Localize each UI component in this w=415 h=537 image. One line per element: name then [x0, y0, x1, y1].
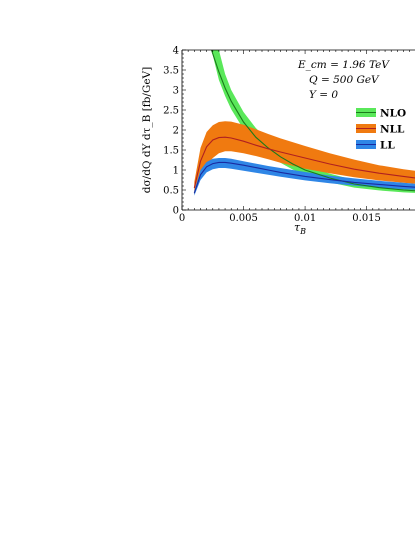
- legend-label-nll: NLL: [380, 124, 405, 136]
- x-tick-label: 0: [179, 213, 185, 224]
- y-axis: 0 0.5 1 1.5 2 2.5 3 3.5 4: [163, 46, 186, 217]
- annotation: E_cm = 1.96 TeV: [297, 59, 390, 71]
- legend-label-nlo: NLO: [380, 108, 406, 120]
- y-tick-label: 3: [173, 86, 179, 97]
- y-tick-label: 2: [173, 126, 179, 137]
- line-nlo: [210, 50, 415, 192]
- y-tick-label: 2.5: [163, 106, 179, 117]
- x-tick-label: 0.005: [229, 213, 258, 224]
- lines-layer: [193, 50, 415, 194]
- y-axis-label: dσ/dQ dY dτ_B [fb/GeV]: [141, 67, 153, 193]
- annotation: Y = 0: [309, 89, 338, 101]
- line-nll: [193, 136, 415, 189]
- legend: NLO NLL LL: [356, 108, 406, 152]
- x-tick-label: 0.01: [294, 213, 316, 224]
- y-tick-label: 0: [173, 206, 179, 217]
- y-tick-label: 1.5: [163, 146, 179, 157]
- x-tick-label: 0.015: [352, 213, 381, 224]
- annotation: Q = 500 GeV: [309, 74, 380, 86]
- y-tick-label: 0.5: [163, 186, 179, 197]
- y-tick-label: 4: [173, 46, 179, 57]
- legend-label-ll: LL: [380, 140, 395, 152]
- x-axis-label: τB: [294, 221, 306, 236]
- y-tick-label: 3.5: [163, 66, 179, 77]
- y-tick-label: 1: [173, 166, 179, 177]
- line-ll: [193, 161, 415, 194]
- annotations: E_cm = 1.96 TeV Q = 500 GeV Y = 0: [297, 59, 390, 101]
